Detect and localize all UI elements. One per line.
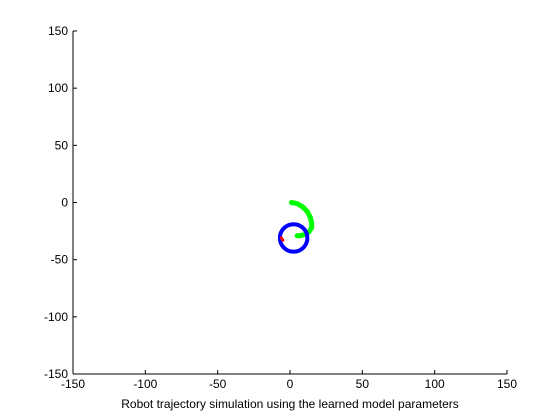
x-tick-label: 0 bbox=[287, 377, 294, 391]
series-red-segment bbox=[279, 236, 285, 242]
y-tick-label: -150 bbox=[44, 367, 68, 381]
y-axis-ticks: -150 -100 -50 0 50 100 150 bbox=[44, 24, 77, 381]
x-axis-ticks: -150 -100 -50 0 50 100 150 bbox=[61, 370, 517, 391]
y-tick-label: -50 bbox=[51, 253, 69, 267]
x-tick-label: 100 bbox=[425, 377, 445, 391]
y-tick-label: 50 bbox=[55, 138, 69, 152]
x-tick-label: -100 bbox=[133, 377, 157, 391]
y-tick-label: 150 bbox=[48, 24, 68, 38]
y-tick-label: 0 bbox=[61, 196, 68, 210]
y-tick-label: -100 bbox=[44, 310, 68, 324]
series-green-path bbox=[288, 200, 315, 239]
x-axis-label: Robot trajectory simulation using the le… bbox=[121, 397, 459, 411]
y-tick-label: 100 bbox=[48, 81, 68, 95]
x-tick-label: -150 bbox=[61, 377, 85, 391]
series-layer bbox=[277, 200, 315, 254]
x-tick-label: 150 bbox=[497, 377, 517, 391]
x-tick-label: 50 bbox=[356, 377, 370, 391]
x-tick-label: -50 bbox=[209, 377, 227, 391]
